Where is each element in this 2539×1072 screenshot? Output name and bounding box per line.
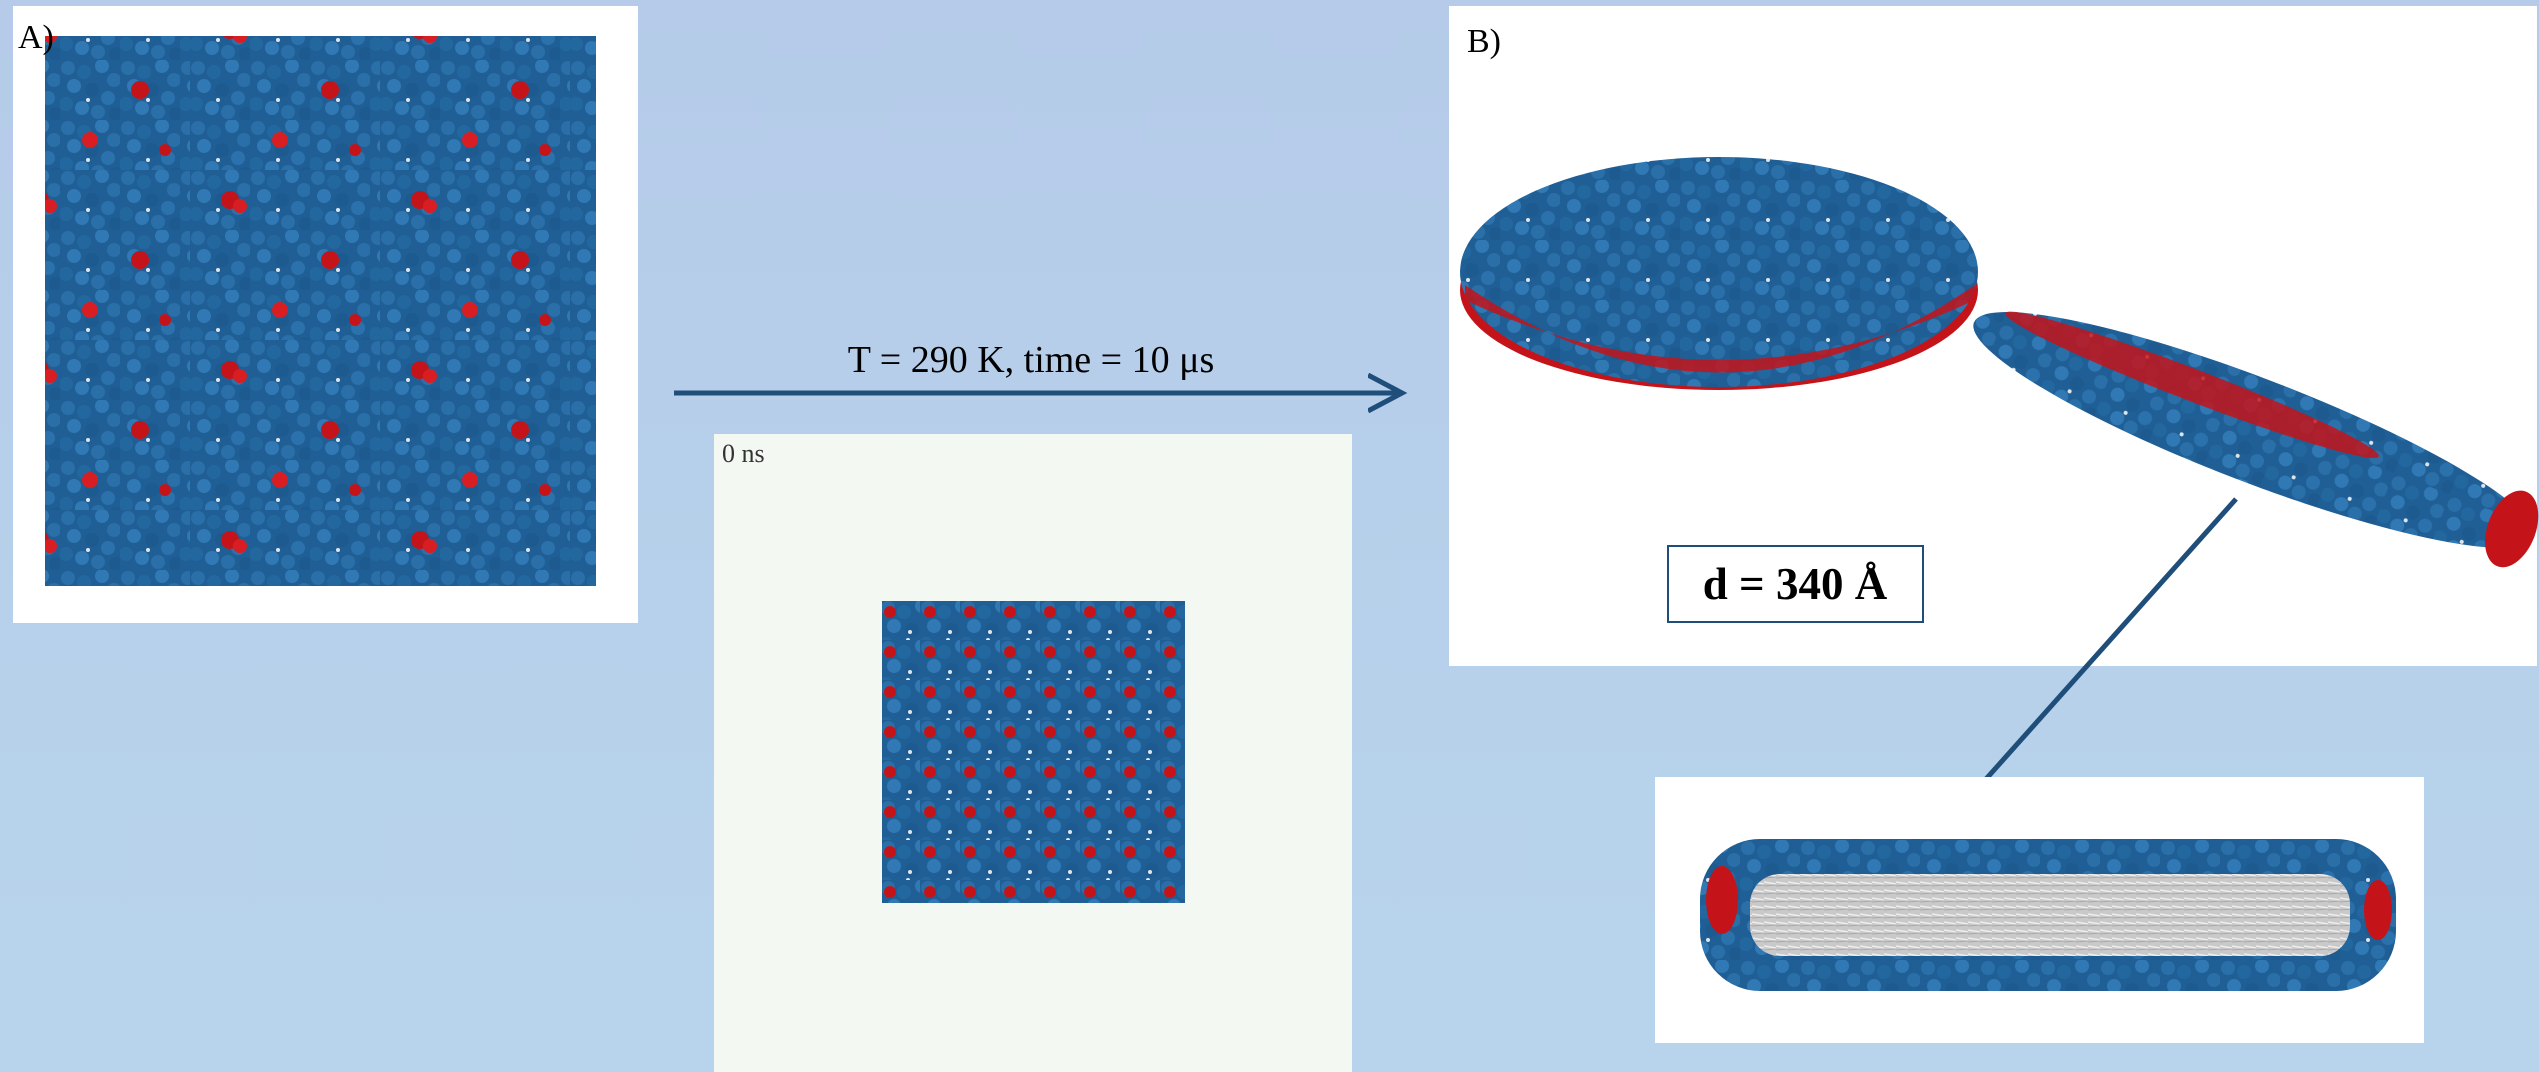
lipid-tails	[1750, 874, 2350, 956]
membrane-snapshot	[882, 601, 1185, 903]
edge-lipids	[2364, 880, 2392, 940]
panel-label: B)	[1467, 23, 1501, 60]
disc-vesicle	[1460, 157, 1978, 390]
diameter-label: d = 340 Å	[1703, 559, 1888, 609]
figure: A) T = 290 K, time = 10 μs 0 ns B) d = 3…	[0, 0, 2539, 1072]
edge-lipids	[1706, 866, 1738, 934]
panel-label: A)	[18, 19, 54, 56]
disc-top	[1460, 157, 1978, 387]
membrane-top-view	[45, 36, 596, 586]
transition-label: T = 290 K, time = 10 μs	[848, 339, 1215, 381]
time-label: 0 ns	[722, 439, 765, 468]
